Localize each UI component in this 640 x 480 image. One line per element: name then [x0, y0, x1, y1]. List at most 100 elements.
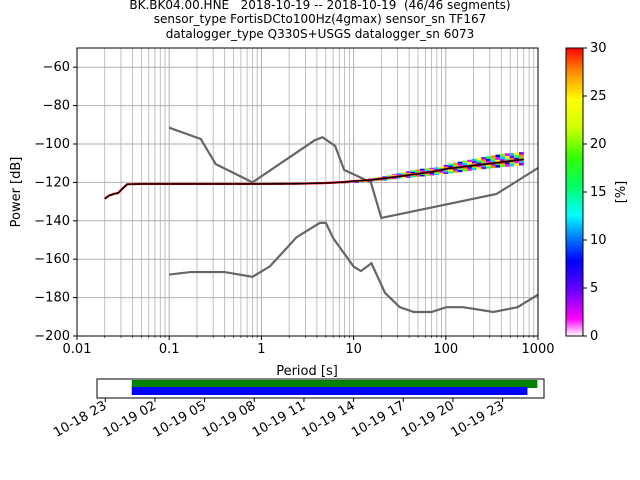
psd-cell [509, 152, 515, 156]
y-tick-label: −200 [34, 329, 70, 344]
psd-cell [391, 175, 397, 177]
psd-cell [448, 169, 454, 172]
chart-title-line-3: datalogger_type Q330S+USGS datalogger_sn… [165, 27, 475, 41]
psd-cell [481, 166, 487, 170]
psd-cell [486, 166, 491, 169]
x-tick-label: 1 [257, 342, 265, 357]
psd-cell [434, 171, 439, 174]
psd-cell [372, 180, 378, 182]
psd-cell [467, 161, 472, 165]
y-axis-label: Power [dB] [9, 157, 24, 228]
psd-cell [476, 157, 482, 161]
psd-cell [410, 175, 416, 178]
time-tick-label: 10-19 11 [250, 398, 308, 440]
psd-cell [377, 180, 383, 181]
psd-cell [471, 158, 477, 162]
psd-cell [391, 178, 397, 180]
time-tick-label: 10-19 08 [200, 398, 258, 440]
psd-cell [396, 177, 402, 179]
psd-cell [486, 156, 491, 159]
psd-cell [481, 157, 487, 160]
psd-cell [495, 159, 501, 163]
psd-cell [443, 166, 449, 169]
psd-cell [504, 161, 510, 165]
psd-cell [509, 158, 515, 161]
psd-cell [462, 167, 468, 170]
psd-cell [486, 161, 491, 164]
low-noise-model-line [169, 221, 538, 314]
y-tick-label: −80 [43, 99, 70, 114]
psd-cell [462, 162, 468, 166]
time-tick-label: 10-19 17 [349, 398, 407, 440]
psd-cell [415, 175, 421, 177]
psd-cell [495, 154, 501, 158]
psd-cell [457, 167, 463, 171]
psd-cell [471, 165, 477, 168]
psd-cell [495, 165, 501, 168]
psd-cell [481, 164, 487, 167]
psd-cell [476, 167, 482, 170]
psd-cell [504, 164, 510, 167]
psd-cell [476, 164, 482, 168]
x-axis-label: Period [s] [276, 364, 338, 379]
psd-cell [372, 177, 378, 179]
psd-cell [443, 164, 449, 167]
chart-title-line-2: sensor_type FortisDCto100Hz(4gmax) senso… [153, 12, 487, 26]
psd-cell [443, 172, 449, 174]
psd-cell [424, 172, 430, 175]
psd-cell [405, 176, 411, 178]
psd-cell [438, 172, 444, 175]
high-noise-model-line [168, 126, 538, 220]
psd-cell [514, 160, 520, 164]
colorbar-tick-label: 20 [590, 137, 607, 152]
psd-cell [438, 166, 444, 169]
psd-cell [471, 167, 477, 171]
psd-cell [476, 160, 482, 163]
psd-cell [401, 177, 406, 179]
psd-cell [500, 164, 505, 168]
psd-cell [424, 169, 430, 172]
psd-cell [504, 158, 510, 162]
psd-cell [490, 155, 496, 158]
time-tick-label: 10-19 20 [399, 398, 457, 440]
psd-cell [467, 168, 472, 171]
psd-cell [490, 163, 496, 166]
psd-cell [514, 155, 520, 158]
psd-cell [396, 173, 402, 175]
chart-title-line-1: BK.BK04.00.HNE 2018-10-19 -- 2018-10-19 … [129, 0, 511, 12]
psd-cell [481, 159, 487, 162]
psd-cell [358, 181, 364, 183]
psd-cell [438, 171, 444, 173]
psd-cell [420, 170, 425, 172]
psd-cell [391, 174, 397, 176]
psd-cell [387, 178, 392, 180]
psd-cell [410, 170, 416, 172]
y-tick-label: −60 [43, 60, 70, 75]
psd-cell [453, 164, 458, 167]
psd-cell [514, 163, 520, 166]
time-tick-label: 10-19 23 [448, 398, 506, 440]
colorbar-tick-label: 15 [590, 185, 607, 200]
psd-cell [457, 161, 463, 164]
psd-cell [401, 172, 406, 174]
psd-cell [490, 165, 496, 169]
psd-cell [514, 152, 520, 156]
psd-cell [363, 181, 369, 182]
psd-cell [424, 168, 430, 170]
psd-cell [519, 152, 524, 155]
psd-cell [377, 177, 383, 178]
psd-cell [434, 167, 439, 169]
colorbar-tick-label: 25 [590, 89, 607, 104]
psd-cell [476, 162, 482, 165]
psd-cell [481, 161, 487, 165]
noise-model-curves [104, 126, 538, 314]
psd-cell [509, 163, 515, 167]
psd-cell [453, 170, 458, 173]
psd-cell [453, 162, 458, 165]
psd-cell [504, 153, 510, 156]
time-tick-label: 10-19 14 [299, 398, 357, 440]
psd-cell [453, 168, 458, 171]
